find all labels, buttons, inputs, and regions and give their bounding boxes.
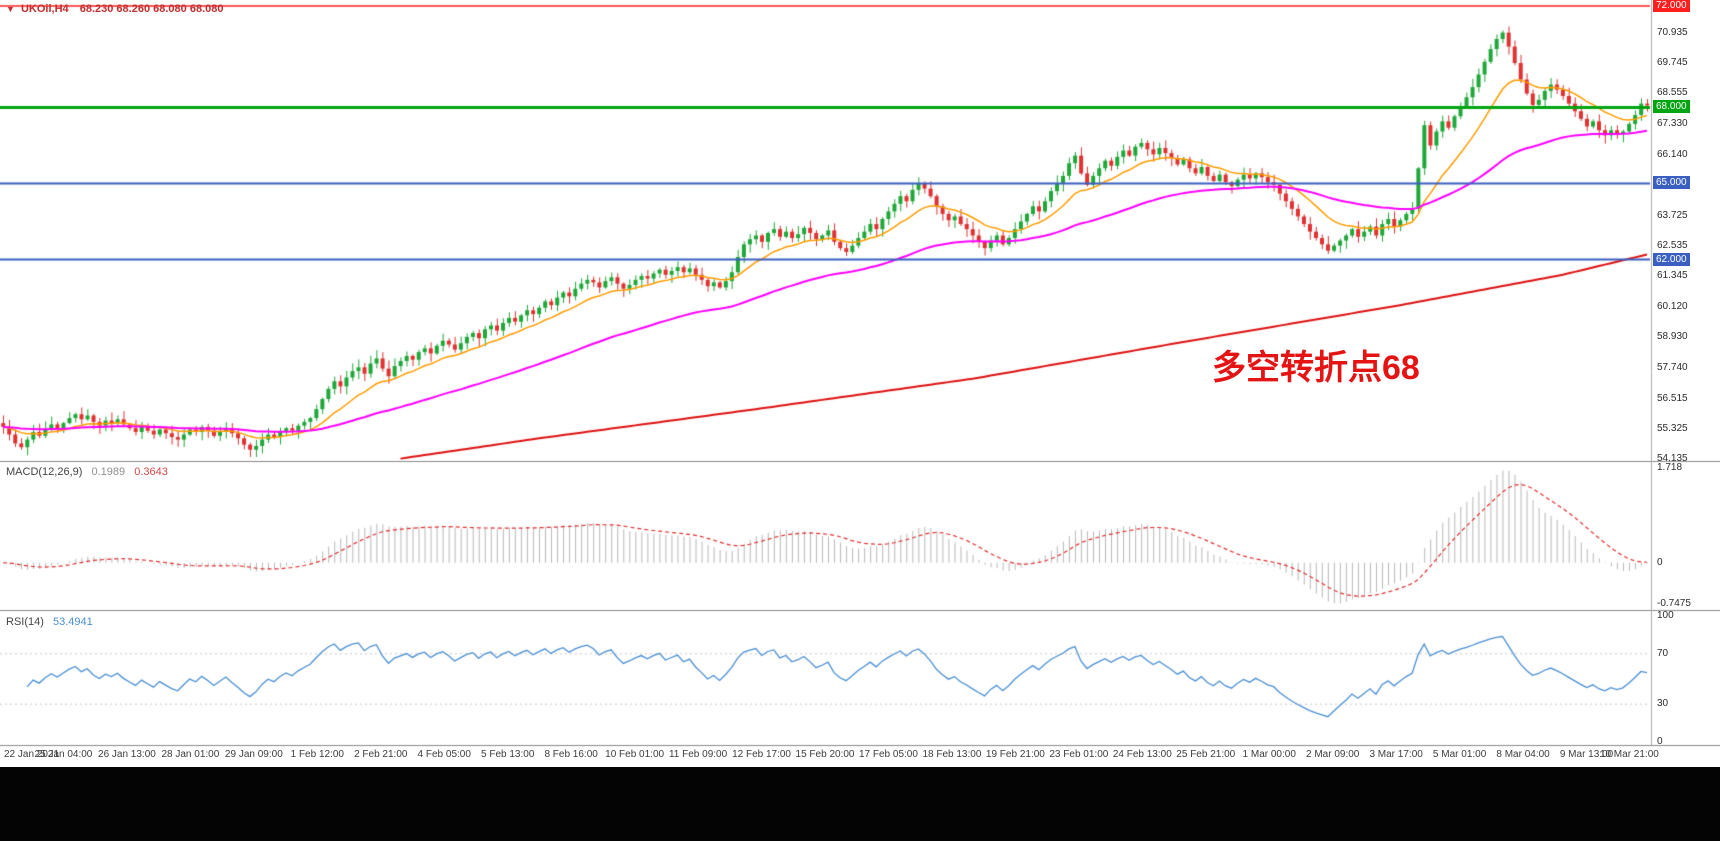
time-label: 10 Mar 21:00 [1599,749,1659,760]
macd-main-value: 0.1989 [91,466,126,478]
time-label: 25 Feb 21:00 [1176,749,1236,760]
chart-annotation: 多空转折点68 [1212,349,1420,387]
rsi-scale-label: 100 [1657,610,1674,621]
time-label: 17 Feb 05:00 [858,749,918,760]
time-label: 1 Mar 00:00 [1242,749,1296,760]
macd-scale-label: -0.7475 [1657,598,1691,609]
price-tick-label: 62.535 [1657,240,1688,251]
time-label: 26 Jan 13:00 [98,749,156,760]
time-label: 29 Jan 09:00 [224,749,283,760]
time-label: 8 Feb 16:00 [544,749,598,760]
macd-signal-value: 0.3643 [134,466,168,478]
rsi-scale-label: 70 [1657,647,1669,659]
time-label: 25 Jan 04:00 [34,749,93,760]
macd-scale-label: 0 [1657,556,1663,568]
time-label: 9 Mar 13:00 [1559,749,1614,760]
price-tick-label: 58.930 [1657,331,1688,343]
price-tick-label: 57.740 [1657,361,1688,373]
price-tick-label: 54.135 [1657,453,1688,464]
time-label: 2 Mar 09:00 [1306,749,1360,760]
price-badge: 65.000 [1653,176,1690,190]
rsi-indicator-label: RSI(14) 53.4941 [6,616,93,628]
price-tick-label: 60.120 [1657,301,1688,313]
bottom-bar [0,767,1720,841]
macd-name: MACD(12,26,9) [6,466,83,478]
ohlc-values: 68.230 68.260 68.080 68.080 [79,3,224,15]
time-label: 11 Feb 09:00 [668,749,728,760]
time-label: 5 Mar 01:00 [1432,749,1487,760]
price-tick-label: 61.345 [1657,270,1688,282]
time-label: 4 Feb 05:00 [417,749,471,760]
time-label: 3 Mar 17:00 [1369,749,1423,760]
time-label: 15 Feb 20:00 [795,749,855,760]
time-label: 2 Feb 21:00 [354,749,408,760]
time-label: 19 Feb 21:00 [985,749,1045,760]
price-badge: 68.000 [1653,100,1690,114]
time-label: 28 Jan 01:00 [161,749,220,760]
price-tick-label: 67.330 [1657,118,1688,130]
symbol-name: UKOil,H4 [20,3,69,15]
time-label: 1 Feb 12:00 [290,749,344,760]
time-label: 23 Feb 01:00 [1049,749,1109,760]
price-tick-label: 68.555 [1657,87,1688,99]
rsi-value: 53.4941 [52,616,93,628]
symbol-quote: ▼ UKOil,H4 68.230 68.260 68.080 68.080 [6,3,223,15]
price-badge: 62.000 [1653,252,1690,266]
time-label: 22 Jan 2021 [4,749,60,760]
macd-indicator-label: MACD(12,26,9) 0.1989 0.3643 [6,466,168,478]
price-tick-label: 70.935 [1657,27,1688,38]
time-label: 12 Feb 17:00 [732,749,791,760]
time-label: 10 Feb 01:00 [605,749,665,760]
macd-scale-label: 1.718 [1657,462,1683,473]
price-tick-label: 55.325 [1657,422,1688,434]
price-tick-label: 66.140 [1657,148,1688,160]
time-label: 8 Mar 04:00 [1496,749,1550,760]
price-tick-label: 69.745 [1657,57,1688,69]
price-tick-label: 56.515 [1657,392,1688,404]
rsi-name: RSI(14) [6,616,44,628]
time-label: 5 Feb 13:00 [481,749,535,760]
time-label: 18 Feb 13:00 [922,749,982,760]
rsi-scale-label: 30 [1657,698,1669,710]
dropdown-arrow-icon[interactable]: ▼ [6,4,15,14]
price-badge: 72.000 [1653,0,1690,12]
rsi-scale-label: 0 [1657,736,1663,747]
price-tick-label: 63.725 [1657,209,1688,221]
time-label: 24 Feb 13:00 [1112,749,1172,760]
